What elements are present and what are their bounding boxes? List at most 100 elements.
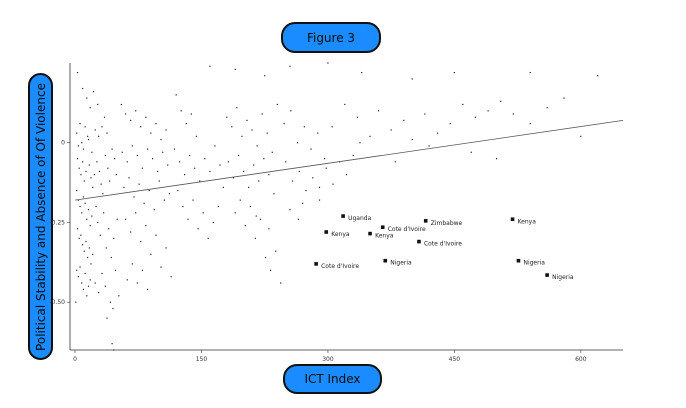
data-point (356, 116, 359, 118)
data-point (76, 132, 78, 134)
data-point (192, 199, 194, 201)
data-point (248, 186, 250, 188)
data-point (146, 288, 149, 291)
data-point (500, 100, 502, 102)
data-point (110, 256, 112, 259)
data-point (123, 186, 125, 188)
data-point (155, 122, 157, 125)
data-point (91, 151, 93, 153)
data-point (79, 266, 81, 268)
data-point (243, 170, 245, 173)
data-point (305, 189, 307, 192)
data-point (280, 282, 282, 284)
data-point (449, 122, 451, 125)
data-point (92, 91, 95, 93)
data-point (377, 110, 380, 112)
data-point (108, 180, 111, 182)
point-annotation: Nigeria (523, 260, 545, 267)
data-point (332, 183, 334, 185)
chart-title: Figure 3 (281, 22, 381, 53)
y-axis-label: Political Stability and Absence of Of Vi… (28, 73, 53, 360)
data-point (116, 218, 118, 220)
data-points (75, 62, 599, 351)
data-point (140, 240, 142, 243)
data-point (285, 161, 287, 163)
data-point (104, 154, 106, 157)
data-point (276, 103, 278, 106)
data-point (141, 167, 144, 169)
data-point (167, 164, 169, 166)
data-point (81, 161, 84, 163)
data-point (107, 167, 109, 169)
data-point (487, 110, 489, 112)
data-point (273, 193, 275, 195)
data-point (291, 180, 294, 182)
data-point (170, 276, 172, 278)
data-point (428, 145, 430, 147)
x-axis-label-text: ICT Index (304, 372, 361, 386)
data-point (79, 122, 81, 125)
data-point (84, 126, 86, 128)
data-point (94, 282, 96, 284)
data-point (76, 189, 78, 192)
data-point (162, 151, 164, 153)
data-point (85, 240, 87, 243)
highlighted-point (516, 258, 521, 263)
point-annotation: Zimbabwe (431, 220, 463, 227)
data-point (310, 148, 312, 150)
data-point (495, 158, 498, 160)
highlighted-point (545, 273, 549, 277)
data-point (269, 269, 272, 271)
data-point (106, 132, 108, 134)
highlighted-point (383, 258, 388, 263)
y-tick-label: -0.25 (49, 219, 65, 226)
data-point (259, 218, 262, 220)
data-point (135, 212, 137, 214)
data-point (126, 161, 128, 163)
x-tick-label: 150 (196, 356, 208, 363)
data-point (89, 107, 91, 109)
data-point (150, 132, 152, 134)
data-point (318, 186, 321, 188)
data-point (327, 62, 329, 64)
data-point (177, 189, 179, 192)
data-point (290, 110, 292, 112)
data-point (344, 103, 346, 106)
data-point (153, 209, 155, 211)
data-point (86, 295, 88, 297)
highlighted-point (380, 225, 385, 230)
data-point (136, 282, 138, 284)
data-point (86, 218, 88, 220)
data-point (155, 234, 157, 236)
data-point (289, 65, 291, 67)
data-point (102, 193, 104, 195)
data-point (296, 142, 299, 144)
data-point (92, 253, 94, 255)
x-axis-label: ICT Index (283, 364, 382, 394)
data-point (297, 218, 300, 220)
data-point (209, 170, 211, 173)
data-point (204, 158, 206, 160)
highlighted-point (510, 217, 515, 222)
data-point (345, 174, 348, 176)
data-point (253, 164, 255, 166)
data-point (124, 218, 127, 220)
axes: 0 150 300 450 600 0 -0.25 -0.50 (49, 63, 623, 363)
data-point (98, 170, 101, 173)
data-point (411, 138, 413, 141)
data-point (128, 177, 130, 179)
data-point (150, 253, 152, 255)
data-point (234, 212, 236, 214)
data-point (94, 129, 96, 131)
data-point (114, 269, 117, 271)
data-point (76, 228, 79, 230)
data-point (436, 132, 439, 134)
data-point (81, 282, 83, 284)
x-tick-label: 600 (575, 356, 587, 363)
data-point (271, 151, 273, 153)
data-point (529, 71, 531, 74)
data-point (80, 234, 82, 236)
data-point (226, 116, 228, 118)
data-point (303, 126, 305, 128)
data-point (81, 244, 84, 246)
